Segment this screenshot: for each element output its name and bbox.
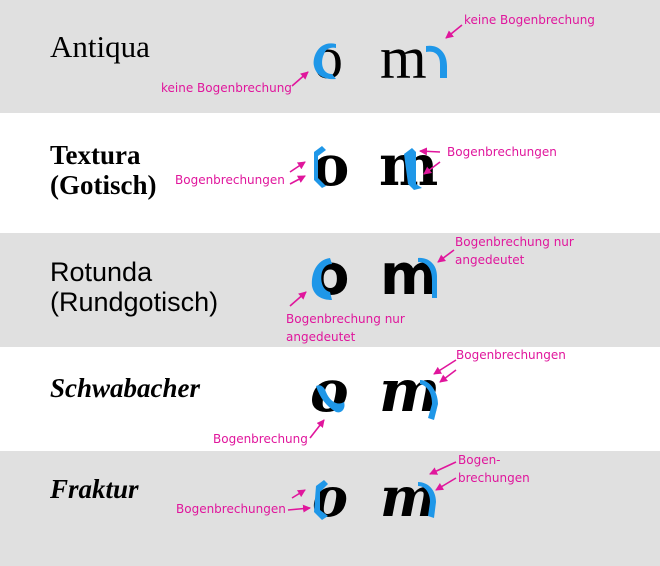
- annotation-line1: Bogen-: [458, 453, 501, 467]
- annotation-o-antiqua: keine Bogenbrechung: [161, 81, 292, 95]
- script-name-antiqua: Antiqua: [50, 29, 150, 64]
- annotation-m-schwabacher: Bogenbrechungen: [456, 348, 566, 362]
- script-name-line2: (Rundgotisch): [50, 286, 219, 317]
- script-name-schwabacher: Schwabacher: [50, 373, 201, 403]
- letter-m-antiqua: m: [380, 25, 427, 91]
- letter-o-rotunda: o: [311, 243, 350, 308]
- letter-m-rotunda: m: [380, 243, 439, 308]
- row-band-textura: [0, 113, 660, 233]
- row-band-fraktur: [0, 451, 660, 566]
- script-name-textura: Textura (Gotisch): [50, 140, 157, 200]
- annotation-m-rotunda: Bogenbrechung nur angedeutet: [455, 233, 574, 269]
- letter-m-fraktur: m: [380, 465, 438, 529]
- letter-m-textura: m: [379, 133, 439, 199]
- letter-o-fraktur: o: [312, 465, 349, 529]
- annotation-line2: brechungen: [458, 471, 530, 485]
- letter-m-schwabacher: m: [379, 357, 441, 425]
- annotation-o-rotunda: Bogenbrechung nur angedeutet: [286, 310, 405, 346]
- annotation-o-fraktur: Bogenbrechungen: [176, 502, 286, 516]
- letter-o-textura: o: [312, 133, 350, 199]
- annotation-o-textura: Bogenbrechungen: [175, 173, 285, 187]
- script-name-rotunda: Rotunda (Rundgotisch): [50, 257, 219, 317]
- annotation-m-textura: Bogenbrechungen: [447, 145, 557, 159]
- annotation-m-fraktur: Bogen- brechungen: [458, 451, 530, 487]
- annotation-o-schwabacher: Bogenbrechung: [213, 432, 308, 446]
- annotation-line1: Bogenbrechung nur: [455, 235, 574, 249]
- script-name-fraktur: Fraktur: [50, 474, 139, 504]
- script-name-line1: Textura: [50, 140, 141, 170]
- script-name-line1: Rotunda: [50, 257, 153, 287]
- annotation-line1: Bogenbrechung nur: [286, 312, 405, 326]
- letter-o-schwabacher: o: [310, 357, 349, 425]
- annotation-line2: angedeutet: [455, 253, 525, 267]
- annotation-line2: angedeutet: [286, 330, 356, 344]
- script-name-line2: (Gotisch): [50, 169, 157, 200]
- letter-o-antiqua: o: [313, 25, 343, 91]
- annotation-m-antiqua: keine Bogenbrechung: [464, 13, 595, 27]
